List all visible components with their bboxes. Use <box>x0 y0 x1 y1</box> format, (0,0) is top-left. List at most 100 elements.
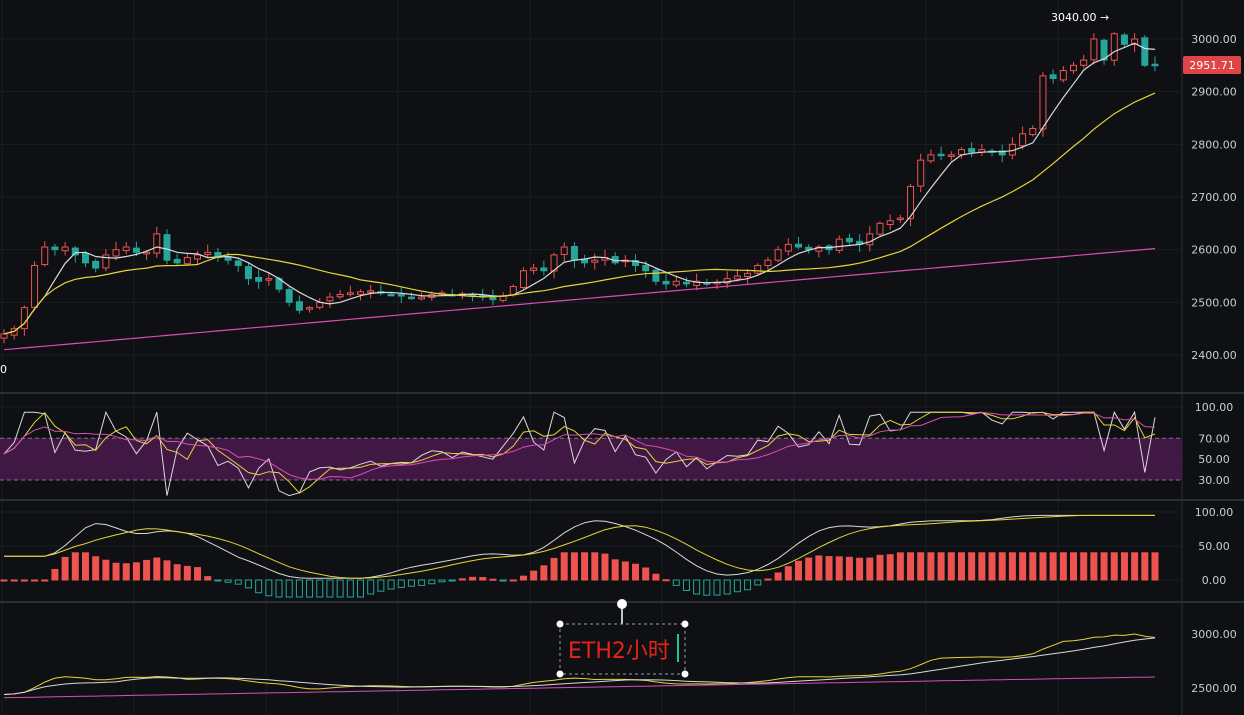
moving-average-lines <box>3 42 1156 351</box>
osc-bar-down <box>285 579 293 598</box>
osc-bar-down <box>713 579 721 596</box>
candle-down <box>662 280 670 285</box>
annotation-handle-br[interactable] <box>681 670 689 678</box>
candle-up <box>102 254 110 269</box>
candle-down <box>1100 39 1108 61</box>
osc-bar-down <box>448 579 456 582</box>
price-tick-label: 2900.00 <box>1191 86 1237 99</box>
osc-bar-down <box>255 579 263 594</box>
price-axis-labels: 3000.00 2900.00 2800.00 2700.00 2600.00 2500.… <box>1191 33 1237 695</box>
candle-down <box>1049 74 1057 79</box>
osc-tick-label: 50.00 <box>1198 540 1230 553</box>
osc-bar-up <box>143 559 151 581</box>
candle-up <box>672 280 680 286</box>
mini-tick-label: 3000.00 <box>1191 628 1237 641</box>
osc-bar-up <box>560 552 568 581</box>
osc-bar-down <box>672 579 680 586</box>
osc-bar-up <box>856 557 864 581</box>
high-label: 3040.00 → <box>1051 11 1109 24</box>
mini-upper-line <box>3 633 1156 695</box>
candle-up <box>764 259 772 267</box>
osc-bar-up <box>469 576 477 581</box>
text-cursor <box>677 634 679 662</box>
candle-down <box>173 258 181 264</box>
annotation-rotate-handle[interactable] <box>617 599 627 609</box>
osc-bar-down <box>336 579 344 598</box>
osc-bar-down <box>703 579 711 596</box>
candle-up <box>876 222 884 235</box>
mini-tick-label: 2500.00 <box>1191 682 1237 695</box>
candle-down <box>285 289 293 303</box>
osc-bar-down <box>693 579 701 595</box>
candle-up <box>835 238 843 251</box>
candle-up <box>336 293 344 298</box>
osc-bar-up <box>92 556 100 581</box>
candle-up <box>947 154 955 157</box>
candle-up <box>530 267 538 271</box>
price-tick-label: 2500.00 <box>1191 296 1237 309</box>
osc-bar-down <box>326 579 334 598</box>
annotation-text[interactable]: ETH2小时 <box>568 639 670 664</box>
rsi-tick-label: 100.00 <box>1195 401 1234 414</box>
candle-up <box>784 243 792 252</box>
candle-down <box>1141 37 1149 66</box>
rsi-slow-line <box>3 411 1156 480</box>
candle-up <box>265 278 273 281</box>
osc-bar-down <box>265 579 273 597</box>
osc-bar-up <box>886 554 894 581</box>
candle-up <box>866 233 874 246</box>
osc-bar-up <box>112 562 120 581</box>
candle-down <box>81 252 89 264</box>
osc-bar-up <box>601 553 609 581</box>
candle-up <box>927 154 935 162</box>
text-annotation[interactable]: ETH2小时 <box>556 599 689 678</box>
osc-bar-down <box>733 579 741 593</box>
candle-up <box>519 270 527 289</box>
osc-bar-down <box>224 579 232 583</box>
candle-up <box>896 217 904 221</box>
annotation-handle-tl[interactable] <box>556 620 564 628</box>
candle-down <box>255 277 263 282</box>
osc-bar-up <box>479 577 487 581</box>
annotation-handle-bl[interactable] <box>556 670 564 678</box>
osc-bar-up <box>122 563 130 581</box>
candle-down <box>998 150 1006 156</box>
osc-bar-up <box>1029 552 1037 581</box>
ma-fast-line <box>3 42 1156 335</box>
osc-bar-up <box>20 579 28 582</box>
osc-bar-up <box>1080 552 1088 581</box>
osc-bar-up <box>41 579 49 582</box>
candle-down <box>1120 34 1128 45</box>
osc-bar-up <box>907 552 915 581</box>
candle-up <box>346 292 354 295</box>
osc-bar-down <box>346 579 354 598</box>
osc-bar-up <box>611 559 619 581</box>
osc-bar-down <box>682 579 690 591</box>
osc-bar-down <box>438 579 446 583</box>
osc-bar-down <box>397 579 405 588</box>
osc-bar-up <box>805 557 813 581</box>
osc-k-line <box>4 514 1155 579</box>
candle-up <box>326 296 334 302</box>
candle-down <box>295 301 303 311</box>
mini-middle-line <box>3 637 1156 695</box>
osc-bar-up <box>1019 552 1027 581</box>
osc-bar-up <box>835 556 843 581</box>
mini-lower-line <box>3 676 1156 699</box>
osc-bar-up <box>31 579 39 582</box>
osc-bar-up <box>489 578 497 581</box>
price-tick-label: 2400.00 <box>1191 349 1237 362</box>
last-price-badge: 2951.71 <box>1183 56 1241 74</box>
annotation-handle-tr[interactable] <box>681 620 689 628</box>
osc-bar-down <box>316 579 324 598</box>
osc-bar-up <box>591 552 599 581</box>
osc-bar-up <box>1070 552 1078 581</box>
ma-mid-line <box>3 92 1156 335</box>
candle-up <box>41 246 49 266</box>
candle-up <box>917 159 925 187</box>
osc-bar-up <box>153 557 161 581</box>
candle-down <box>845 237 853 243</box>
candle-up <box>194 254 202 260</box>
candle-up <box>1090 38 1098 61</box>
osc-bar-down <box>244 579 252 589</box>
